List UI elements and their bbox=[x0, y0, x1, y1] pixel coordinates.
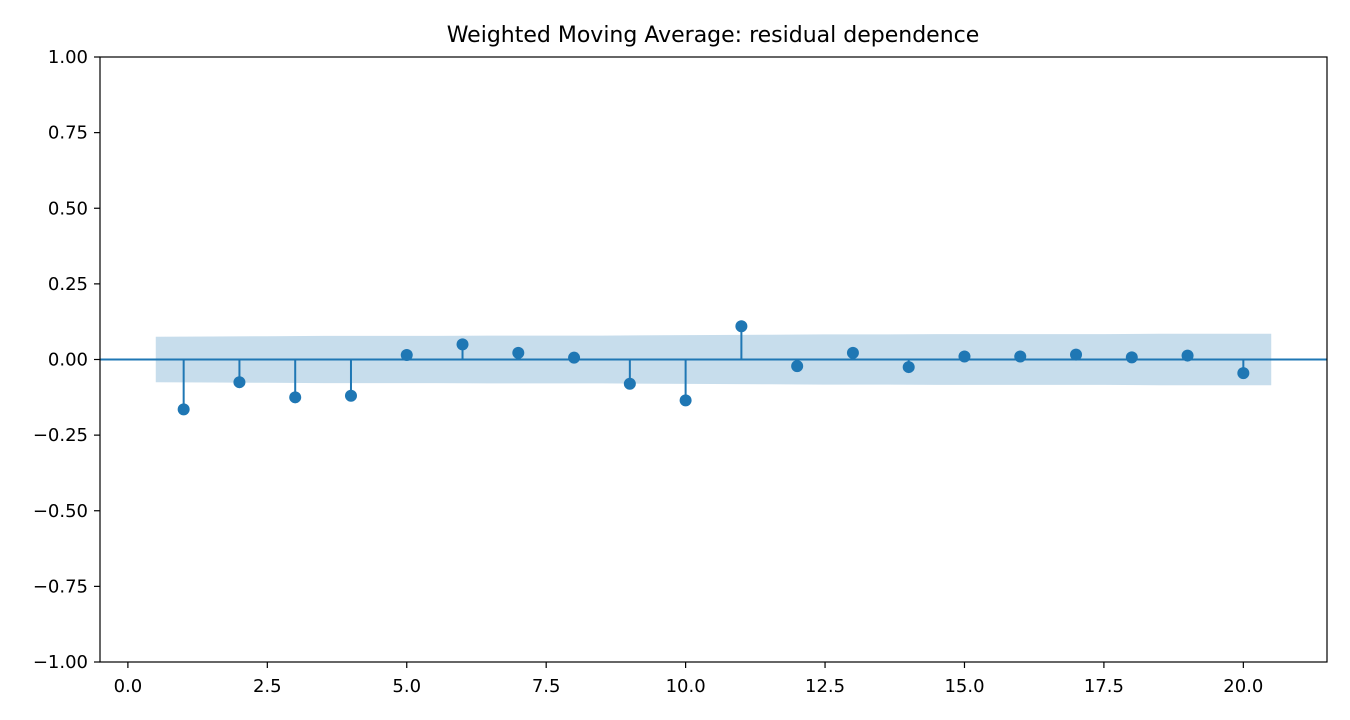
stem-marker-lag-10 bbox=[679, 394, 692, 407]
y-tick-label: 0.00 bbox=[48, 350, 88, 371]
stem-marker-lag-13 bbox=[846, 346, 859, 359]
stem-marker-lag-3 bbox=[289, 391, 302, 404]
stem-marker-lag-17 bbox=[1070, 348, 1083, 361]
y-tick-label: 0.25 bbox=[48, 274, 88, 295]
y-tick-label: −0.25 bbox=[33, 425, 88, 446]
x-tick-label: 5.0 bbox=[392, 676, 421, 697]
stem-marker-lag-8 bbox=[568, 351, 581, 364]
x-tick-label: 20.0 bbox=[1223, 676, 1263, 697]
x-tick-label: 2.5 bbox=[253, 676, 282, 697]
stem-marker-lag-18 bbox=[1125, 351, 1138, 364]
y-tick-label: −1.00 bbox=[33, 652, 88, 673]
stem-marker-lag-1 bbox=[177, 403, 190, 416]
x-tick-label: 10.0 bbox=[666, 676, 706, 697]
stem-marker-lag-15 bbox=[958, 350, 971, 363]
x-axis: 0.0 2.5 5.0 7.5 10.0 12.5 15.0 17.5 20.0 bbox=[114, 662, 1263, 697]
x-tick-label: 7.5 bbox=[532, 676, 561, 697]
stem-marker-lag-4 bbox=[344, 389, 357, 402]
stem-marker-lag-14 bbox=[902, 361, 915, 374]
stem-marker-lag-7 bbox=[512, 346, 525, 359]
y-tick-label: 0.75 bbox=[48, 123, 88, 144]
stem-marker-lag-5 bbox=[400, 348, 413, 361]
stem-marker-lag-16 bbox=[1014, 350, 1027, 363]
stem-marker-lag-20 bbox=[1237, 367, 1250, 380]
chart-title: Weighted Moving Average: residual depend… bbox=[447, 23, 980, 48]
y-tick-label: −0.75 bbox=[33, 576, 88, 597]
y-tick-label: 0.50 bbox=[48, 198, 88, 219]
plot-area bbox=[99, 56, 1328, 663]
x-tick-label: 0.0 bbox=[114, 676, 143, 697]
stem-marker-lag-9 bbox=[623, 377, 636, 390]
stem-marker-lag-2 bbox=[233, 376, 246, 389]
y-tick-label: −0.50 bbox=[33, 501, 88, 522]
y-tick-label: 1.00 bbox=[48, 47, 88, 68]
x-tick-label: 12.5 bbox=[805, 676, 845, 697]
x-tick-label: 15.0 bbox=[944, 676, 984, 697]
y-axis: 1.00 0.75 0.50 0.25 0.00 −0.25 −0.50 −0.75 −1.00 bbox=[33, 47, 100, 673]
x-tick-label: 17.5 bbox=[1084, 676, 1124, 697]
stem-marker-lag-11 bbox=[735, 320, 748, 333]
stem-marker-lag-12 bbox=[791, 360, 804, 373]
stem-marker-lag-19 bbox=[1181, 349, 1194, 362]
stem-marker-lag-6 bbox=[456, 338, 469, 351]
